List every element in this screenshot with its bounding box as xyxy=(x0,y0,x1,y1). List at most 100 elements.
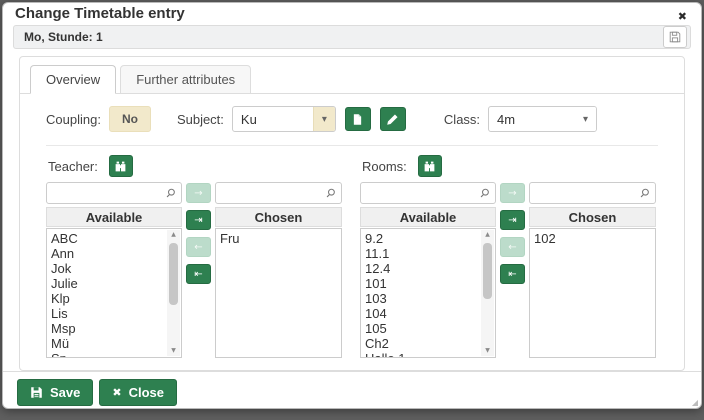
pencil-icon xyxy=(387,113,398,125)
subject-select[interactable]: Ku ▾ xyxy=(231,106,336,132)
subject-label: Subject: xyxy=(176,111,224,127)
scrollbar[interactable]: ▲ ▼ xyxy=(481,230,494,356)
list-item[interactable]: Mü xyxy=(51,336,70,351)
rooms-available-column: Available 9.211.112.4101103104105Ch2Hall… xyxy=(360,182,496,358)
new-subject-button[interactable] xyxy=(344,107,371,131)
list-item[interactable]: 105 xyxy=(365,321,387,336)
list-item[interactable]: 11.1 xyxy=(365,246,390,261)
rooms-chosen-search xyxy=(529,182,656,204)
tab-bar: Overview Further attributes xyxy=(20,57,684,94)
rooms-search-available-button[interactable] xyxy=(417,155,442,177)
list-item[interactable]: Halle 1 xyxy=(365,351,479,357)
teacher-label-row: Teacher: xyxy=(48,155,342,177)
teacher-available-header: Available xyxy=(46,207,182,227)
teacher-move-left-button[interactable]: ← xyxy=(186,237,211,257)
coupling-label: Coupling: xyxy=(46,111,101,127)
class-value: 4m xyxy=(497,111,516,127)
search-icon xyxy=(640,188,649,198)
scroll-down-icon[interactable]: ▼ xyxy=(171,347,176,354)
class-label: Class: xyxy=(443,111,481,127)
rooms-move-right-button[interactable]: → xyxy=(500,183,525,203)
teacher-available-search-input[interactable] xyxy=(47,183,181,203)
class-select[interactable]: 4m ▾ xyxy=(488,106,598,132)
dialog-titlebar: Change Timetable entry ✖ xyxy=(3,3,701,23)
rooms-chosen-column: Chosen 102 xyxy=(529,182,656,358)
scroll-up-icon[interactable]: ▲ xyxy=(171,231,176,238)
rooms-move-all-left-button[interactable]: ⇤ xyxy=(500,264,525,284)
list-item[interactable]: 104 xyxy=(365,306,387,321)
list-item[interactable]: Fru xyxy=(220,231,240,246)
search-icon xyxy=(166,188,175,198)
close-button-label: Close xyxy=(128,385,164,400)
rooms-lists-row: Available 9.211.112.4101103104105Ch2Hall… xyxy=(360,182,656,358)
chevron-down-icon: ▾ xyxy=(321,113,327,125)
edit-subject-button[interactable] xyxy=(379,107,406,131)
rooms-move-left-button[interactable]: ← xyxy=(500,237,525,257)
entry-title: Mo, Stunde: 1 xyxy=(24,30,103,44)
change-timetable-dialog: Change Timetable entry ✖ Mo, Stunde: 1 O… xyxy=(2,2,702,409)
binoculars-icon xyxy=(424,161,435,171)
save-button[interactable]: Save xyxy=(17,379,94,406)
list-item[interactable]: Julie xyxy=(51,276,78,291)
list-item[interactable]: Ch2 xyxy=(365,336,389,351)
quick-save-button[interactable] xyxy=(663,26,687,48)
close-icon[interactable]: ✖ xyxy=(677,10,687,23)
teacher-move-all-right-button[interactable]: ⇥ xyxy=(186,210,211,230)
rooms-available-list: 9.211.112.4101103104105Ch2Halle 1 ▲ ▼ xyxy=(360,228,496,358)
teacher-transfer-buttons: → ⇥ ← ⇤ xyxy=(186,182,211,358)
teacher-chosen-search-input[interactable] xyxy=(216,183,341,203)
scroll-track[interactable] xyxy=(167,240,180,346)
rooms-available-header: Available xyxy=(360,207,496,227)
rooms-move-all-right-button[interactable]: ⇥ xyxy=(500,210,525,230)
floppy-icon xyxy=(669,31,681,43)
list-item[interactable]: 101 xyxy=(365,276,387,291)
list-item[interactable]: Jok xyxy=(51,261,72,276)
rooms-chosen-search-input[interactable] xyxy=(530,183,655,203)
subject-dropdown-button[interactable]: ▾ xyxy=(312,107,335,131)
rooms-group: Rooms: xyxy=(360,155,656,358)
rooms-label-row: Rooms: xyxy=(362,155,656,177)
teacher-move-all-left-button[interactable]: ⇤ xyxy=(186,264,211,284)
tab-panel: Overview Further attributes Coupling: No… xyxy=(19,56,685,371)
tab-overview[interactable]: Overview xyxy=(30,65,117,94)
rooms-available-search-input[interactable] xyxy=(361,183,495,203)
dual-list-area: Teacher: xyxy=(46,155,658,358)
teacher-move-right-button[interactable]: → xyxy=(186,183,211,203)
scrollbar[interactable]: ▲ ▼ xyxy=(167,230,180,356)
list-item[interactable]: 102 xyxy=(534,231,556,246)
close-button[interactable]: ✖ Close xyxy=(99,379,177,406)
list-item[interactable]: 103 xyxy=(365,291,387,306)
scroll-track[interactable] xyxy=(481,240,494,346)
list-item[interactable]: ABC xyxy=(51,231,78,246)
rooms-label: Rooms: xyxy=(362,158,407,174)
dialog-title: Change Timetable entry xyxy=(15,5,185,22)
search-icon xyxy=(326,188,335,198)
teacher-label: Teacher: xyxy=(48,158,98,174)
overview-tab-content: Coupling: No Subject: Ku ▾ xyxy=(20,94,684,370)
list-item[interactable]: Msp xyxy=(51,321,76,336)
class-dropdown-button[interactable]: ▾ xyxy=(575,107,597,131)
list-item[interactable]: 9.2 xyxy=(365,231,384,246)
list-item[interactable]: Ann xyxy=(51,246,75,261)
coupling-toggle-button[interactable]: No xyxy=(108,106,151,132)
scroll-down-icon[interactable]: ▼ xyxy=(485,347,490,354)
list-item[interactable]: 12.4 xyxy=(365,261,391,276)
list-item[interactable]: Lis xyxy=(51,306,68,321)
scrollbar-thumb[interactable] xyxy=(483,243,492,299)
teacher-available-list: ABCAnnJokJulieKlpLisMspMüSp ▲ ▼ xyxy=(46,228,182,358)
tab-further-attributes[interactable]: Further attributes xyxy=(120,65,252,94)
rooms-chosen-header: Chosen xyxy=(529,207,656,227)
list-item[interactable]: Sp xyxy=(51,351,165,357)
teacher-chosen-list: Fru xyxy=(215,228,342,358)
teacher-chosen-column: Chosen Fru xyxy=(215,182,342,358)
document-icon xyxy=(354,113,362,125)
scrollbar-thumb[interactable] xyxy=(169,243,178,305)
floppy-icon xyxy=(31,387,42,398)
rooms-transfer-buttons: → ⇥ ← ⇤ xyxy=(500,182,525,358)
resize-handle[interactable]: ◢ xyxy=(691,398,698,407)
binoculars-icon xyxy=(116,161,126,171)
teacher-search-available-button[interactable] xyxy=(108,155,133,177)
scroll-up-icon[interactable]: ▲ xyxy=(485,231,490,238)
teacher-chosen-search xyxy=(215,182,342,204)
list-item[interactable]: Klp xyxy=(51,291,70,306)
